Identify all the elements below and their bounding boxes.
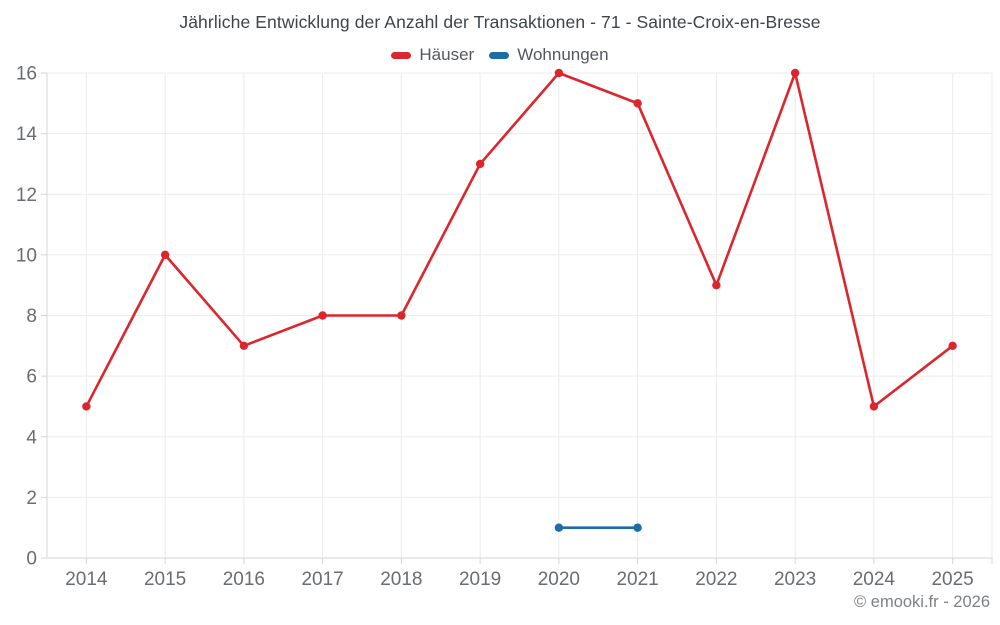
- data-point[interactable]: [712, 280, 721, 290]
- data-point[interactable]: [397, 311, 406, 320]
- x-tick-label: 2014: [65, 569, 108, 590]
- legend-swatch-wohnungen: [489, 51, 510, 59]
- copyright-footer: © emooki.fr - 2026: [854, 593, 990, 611]
- y-tick-label: 6: [26, 367, 37, 388]
- y-tick-label: 8: [26, 306, 37, 327]
- x-tick-label: 2018: [380, 569, 422, 590]
- x-tick-label: 2025: [931, 569, 973, 590]
- y-tick-label: 10: [16, 245, 37, 266]
- data-point[interactable]: [554, 523, 564, 532]
- legend-swatch-haeuser: [391, 51, 412, 59]
- x-tick-label: 2021: [616, 569, 658, 590]
- data-point[interactable]: [554, 68, 564, 78]
- data-point[interactable]: [790, 68, 800, 78]
- data-point[interactable]: [160, 250, 170, 260]
- legend-label-wohnungen: Wohnungen: [517, 45, 609, 64]
- x-tick-label: 2017: [301, 569, 343, 590]
- x-tick-label: 2022: [695, 569, 737, 590]
- y-tick-label: 0: [26, 549, 37, 570]
- data-point[interactable]: [82, 402, 91, 411]
- data-point[interactable]: [475, 159, 485, 169]
- series-line: [85, 71, 954, 408]
- y-tick-label: 4: [26, 427, 37, 448]
- y-tick-label: 12: [16, 185, 37, 206]
- data-point[interactable]: [318, 311, 327, 320]
- legend-item-haeuser[interactable]: Häuser: [391, 45, 474, 65]
- y-tick-label: 16: [16, 64, 37, 85]
- data-point[interactable]: [633, 99, 642, 108]
- y-tick-label: 14: [16, 124, 38, 145]
- chart-title: Jährliche Entwicklung der Anzahl der Tra…: [179, 12, 821, 32]
- x-tick-label: 2016: [223, 569, 265, 590]
- data-point[interactable]: [239, 341, 249, 351]
- x-tick-label: 2024: [853, 569, 896, 590]
- data-point[interactable]: [633, 523, 642, 532]
- chart-legend: Häuser Wohnungen: [0, 45, 1000, 65]
- y-tick-label: 2: [26, 488, 37, 509]
- x-tick-label: 2015: [144, 569, 186, 590]
- x-tick-label: 2023: [774, 569, 816, 590]
- data-point[interactable]: [869, 402, 879, 411]
- data-point[interactable]: [948, 341, 957, 351]
- legend-label-haeuser: Häuser: [419, 45, 475, 64]
- x-tick-label: 2019: [459, 569, 501, 590]
- legend-item-wohnungen[interactable]: Wohnungen: [489, 45, 609, 65]
- x-tick-label: 2020: [538, 569, 580, 590]
